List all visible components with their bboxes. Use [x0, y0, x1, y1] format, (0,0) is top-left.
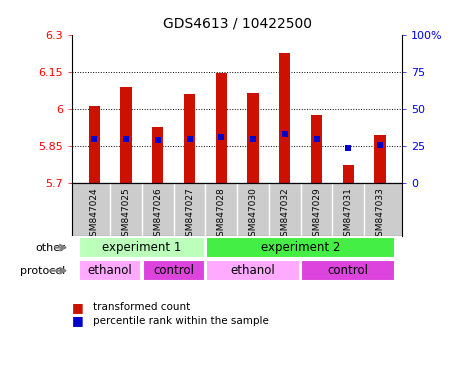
Bar — [79, 260, 141, 281]
Text: percentile rank within the sample: percentile rank within the sample — [93, 316, 269, 326]
Text: GSM847031: GSM847031 — [344, 187, 353, 242]
Text: GSM847025: GSM847025 — [121, 187, 131, 242]
Bar — [247, 93, 259, 183]
Bar — [374, 135, 385, 183]
Bar — [311, 115, 322, 183]
Bar — [279, 53, 290, 183]
Bar — [184, 94, 195, 183]
Text: GSM847024: GSM847024 — [90, 187, 99, 242]
Text: transformed count: transformed count — [93, 302, 190, 312]
Bar — [206, 260, 300, 281]
Text: control: control — [328, 264, 369, 277]
Bar — [216, 73, 227, 183]
Bar — [143, 260, 205, 281]
Bar — [79, 237, 205, 258]
Text: experiment 1: experiment 1 — [102, 241, 182, 254]
Text: GSM847026: GSM847026 — [153, 187, 162, 242]
Bar — [206, 237, 395, 258]
Bar — [120, 86, 132, 183]
Text: ethanol: ethanol — [231, 264, 275, 277]
Text: GSM847027: GSM847027 — [185, 187, 194, 242]
Text: other: other — [36, 243, 66, 253]
Text: GSM847030: GSM847030 — [248, 187, 258, 242]
Text: GSM847028: GSM847028 — [217, 187, 226, 242]
Text: GSM847033: GSM847033 — [376, 187, 385, 242]
Text: experiment 2: experiment 2 — [261, 241, 340, 254]
Text: ethanol: ethanol — [88, 264, 133, 277]
Text: GSM847032: GSM847032 — [280, 187, 289, 242]
Bar — [89, 106, 100, 183]
Text: GSM847029: GSM847029 — [312, 187, 321, 242]
Bar — [343, 165, 354, 183]
Bar — [152, 127, 163, 183]
Text: protocol: protocol — [20, 266, 66, 276]
Text: control: control — [153, 264, 194, 277]
Text: ■: ■ — [72, 301, 84, 314]
Title: GDS4613 / 10422500: GDS4613 / 10422500 — [163, 17, 312, 31]
Bar — [301, 260, 395, 281]
Text: ■: ■ — [72, 314, 84, 327]
